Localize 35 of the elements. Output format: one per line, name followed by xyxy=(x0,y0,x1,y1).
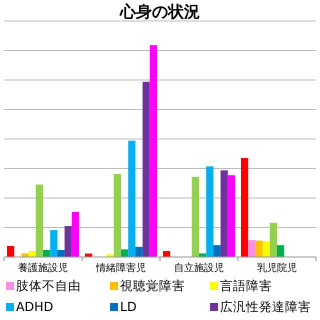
bar xyxy=(270,222,277,257)
x-tick-label: 自立施設児 xyxy=(174,262,224,274)
legend-label: LD xyxy=(120,299,137,314)
bar xyxy=(241,158,248,257)
x-tick-label: 養護施設児 xyxy=(18,262,68,274)
bar xyxy=(163,251,170,257)
bar xyxy=(36,184,43,257)
bar xyxy=(192,176,199,257)
bar xyxy=(57,250,65,257)
bar xyxy=(142,82,150,257)
x-tick-label: 情緒障害児 xyxy=(95,262,146,274)
bar xyxy=(50,230,58,257)
bar xyxy=(114,174,121,257)
legend-label: 肢体不自由 xyxy=(16,278,81,293)
bar xyxy=(220,170,228,257)
legend-label: ADHD xyxy=(16,299,54,314)
bar xyxy=(64,226,72,257)
bar xyxy=(128,140,136,257)
bar xyxy=(72,212,79,257)
bar xyxy=(228,175,235,257)
legend-label: 視聴覚障害 xyxy=(120,278,185,293)
bar xyxy=(106,254,114,257)
bar xyxy=(150,45,157,257)
bar xyxy=(135,246,143,257)
bar xyxy=(206,166,214,257)
x-tick-label: 乳児院児 xyxy=(257,262,297,274)
bar xyxy=(213,245,221,257)
bar xyxy=(277,245,284,257)
bar xyxy=(43,250,50,257)
legend-label: 言語障害 xyxy=(220,278,272,293)
bar xyxy=(28,251,36,257)
chart-title: 心身の状況 xyxy=(119,2,200,21)
bar xyxy=(7,246,14,257)
bar xyxy=(262,241,270,257)
legend-label: 広汎性発達障害 xyxy=(220,299,311,314)
